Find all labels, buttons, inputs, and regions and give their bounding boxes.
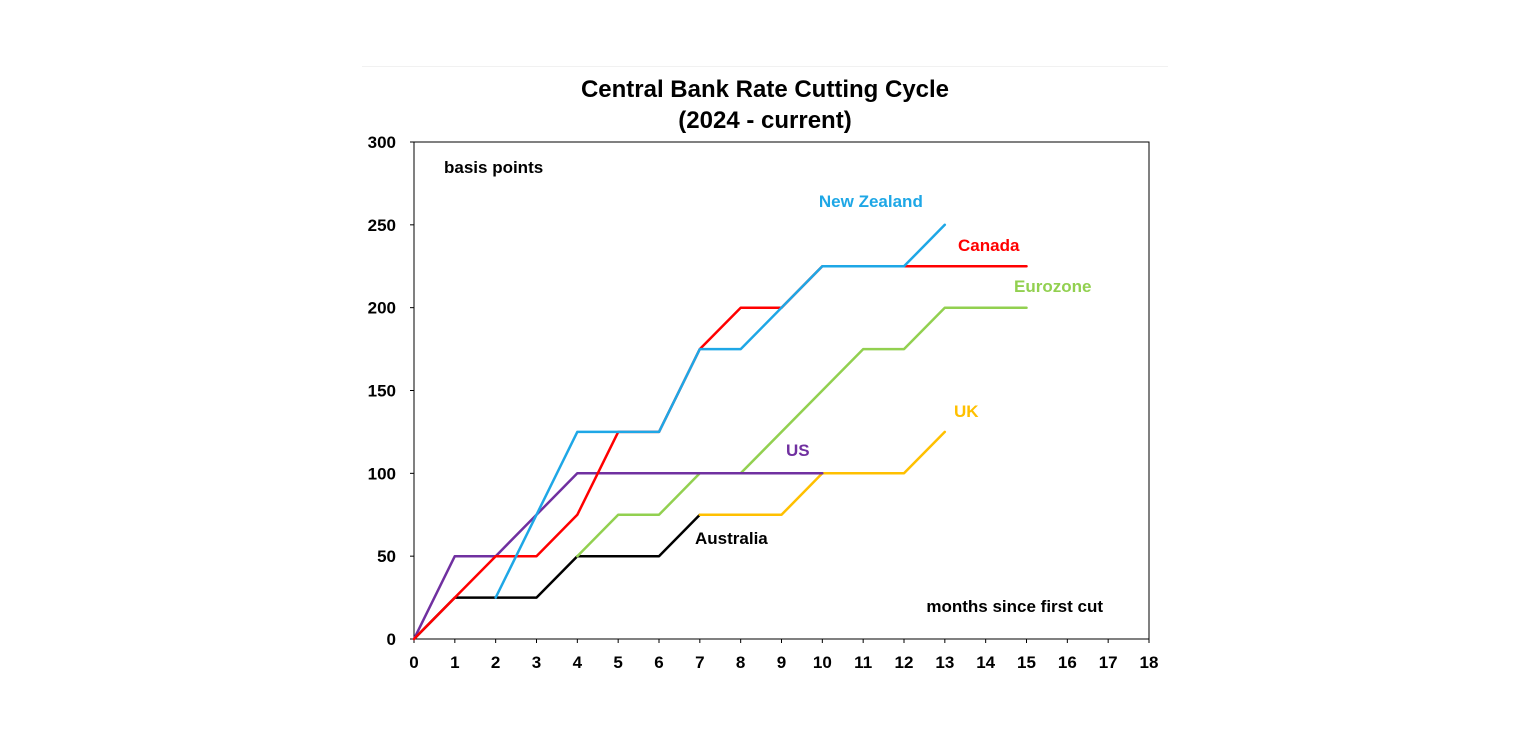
- x-axis-label: months since first cut: [926, 597, 1103, 616]
- y-axis-label: basis points: [444, 158, 543, 177]
- plot-area-frame: [413, 141, 1150, 640]
- series-lines: [412, 223, 1028, 641]
- x-tick-label: 4: [573, 653, 583, 672]
- series-labels: Australia UK Eurozone US Canada New Zealand: [695, 192, 1091, 548]
- y-tick-label: 0: [387, 630, 396, 649]
- x-tick-label: 3: [532, 653, 541, 672]
- x-tick-label: 17: [1099, 653, 1118, 672]
- x-tick-label: 2: [491, 653, 500, 672]
- y-tick-label: 250: [368, 216, 396, 235]
- x-tick-label: 14: [976, 653, 995, 672]
- series-label-canada: Canada: [958, 236, 1020, 255]
- x-tick-label: 13: [935, 653, 954, 672]
- x-tick-label: 1: [450, 653, 459, 672]
- y-axis: 0 50 100 150 200 250 300: [368, 133, 414, 649]
- series-label-new-zealand: New Zealand: [819, 192, 923, 211]
- x-tick-label: 5: [613, 653, 622, 672]
- y-tick-label: 300: [368, 133, 396, 152]
- x-tick-label: 8: [736, 653, 745, 672]
- y-tick-label: 50: [377, 547, 396, 566]
- x-tick-label: 18: [1140, 653, 1159, 672]
- x-tick-label: 16: [1058, 653, 1077, 672]
- x-tick-label: 11: [854, 653, 872, 672]
- chart-title: Central Bank Rate Cutting Cycle: [581, 76, 949, 103]
- series-label-us: US: [786, 441, 810, 460]
- x-tick-label: 7: [695, 653, 704, 672]
- x-axis: 0 1 2 3 4 5 6 7 8 9 10 11 12 13 14 15 16 17 18: [409, 639, 1158, 672]
- series-label-uk: UK: [954, 402, 979, 421]
- x-tick-label: 9: [777, 653, 786, 672]
- series-line-canada: [412, 265, 1028, 641]
- x-tick-label: 15: [1017, 653, 1036, 672]
- chart-subtitle: (2024 - current): [678, 107, 851, 134]
- series-label-eurozone: Eurozone: [1014, 277, 1091, 296]
- x-tick-label: 0: [409, 653, 418, 672]
- series-label-australia: Australia: [695, 529, 768, 548]
- x-tick-label: 12: [895, 653, 914, 672]
- x-tick-label: 6: [654, 653, 663, 672]
- y-tick-label: 100: [368, 464, 396, 483]
- series-line-new-zealand: [494, 223, 947, 599]
- y-tick-label: 150: [368, 382, 396, 401]
- series-line-australia: [412, 513, 702, 641]
- chart-card: [362, 66, 1168, 689]
- x-tick-label: 10: [813, 653, 832, 672]
- y-tick-label: 200: [368, 299, 396, 318]
